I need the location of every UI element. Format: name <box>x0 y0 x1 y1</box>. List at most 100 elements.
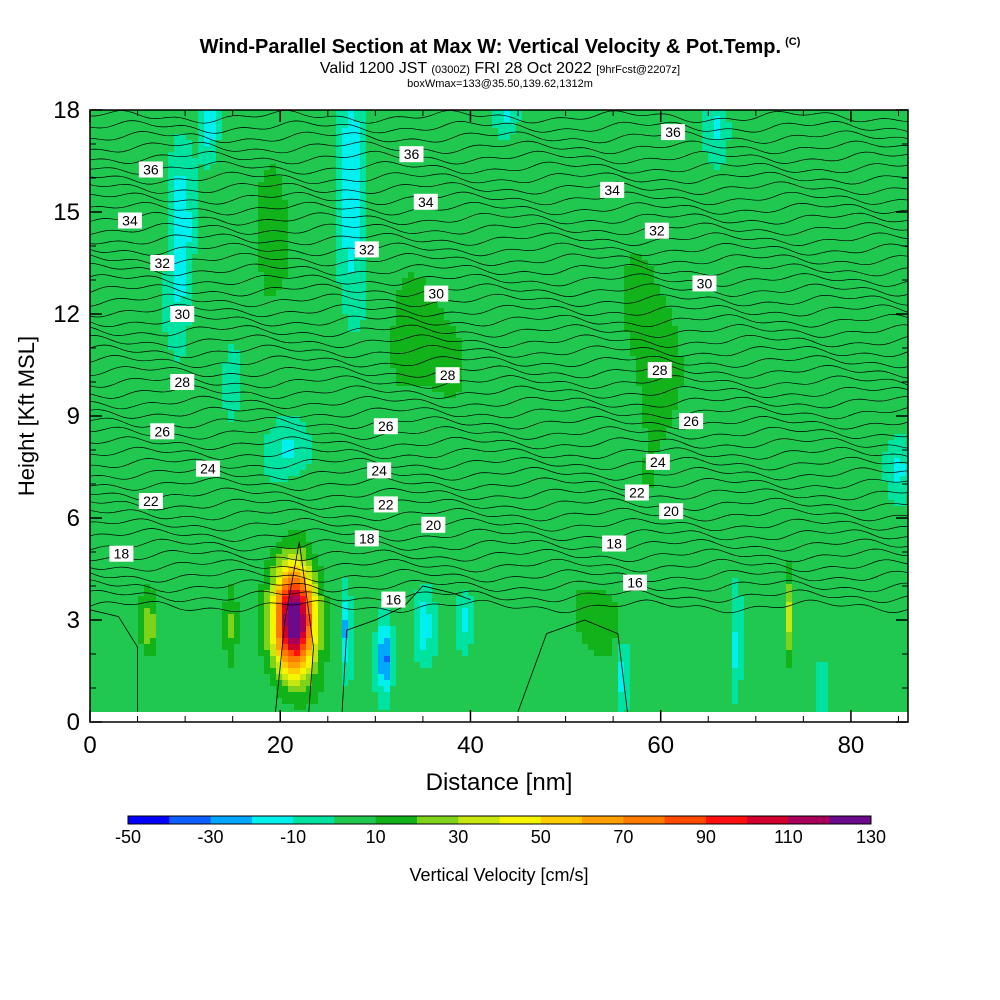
velocity-cell <box>510 254 516 260</box>
velocity-cell <box>174 218 180 224</box>
velocity-cell <box>780 200 786 206</box>
velocity-cell <box>498 254 504 260</box>
velocity-cell <box>210 296 216 302</box>
velocity-cell <box>456 200 462 206</box>
velocity-cell <box>426 236 432 242</box>
velocity-cell <box>528 152 534 158</box>
velocity-cell <box>396 278 402 284</box>
velocity-cell <box>348 230 354 236</box>
velocity-cell <box>90 338 96 344</box>
velocity-cell <box>612 224 618 230</box>
velocity-cell <box>192 134 198 140</box>
velocity-cell <box>576 230 582 236</box>
velocity-cell <box>846 188 852 194</box>
velocity-cell <box>888 296 894 302</box>
velocity-cell <box>660 326 666 332</box>
velocity-cell <box>798 314 804 320</box>
velocity-cell <box>750 224 756 230</box>
velocity-cell <box>588 116 594 122</box>
velocity-cell <box>438 242 444 248</box>
velocity-cell <box>216 212 222 218</box>
velocity-cell <box>126 326 132 332</box>
velocity-cell <box>330 188 336 194</box>
velocity-cell <box>882 236 888 242</box>
velocity-cell <box>678 236 684 242</box>
velocity-cell <box>774 314 780 320</box>
velocity-cell <box>504 158 510 164</box>
velocity-cell <box>546 254 552 260</box>
velocity-cell <box>528 176 534 182</box>
velocity-cell <box>126 164 132 170</box>
velocity-cell <box>456 236 462 242</box>
velocity-cell <box>612 254 618 260</box>
velocity-cell <box>366 296 372 302</box>
velocity-cell <box>516 128 522 134</box>
velocity-cell <box>312 206 318 212</box>
velocity-cell <box>438 206 444 212</box>
velocity-cell <box>498 260 504 266</box>
velocity-cell <box>708 260 714 266</box>
velocity-cell <box>870 224 876 230</box>
velocity-cell <box>846 272 852 278</box>
velocity-cell <box>864 296 870 302</box>
velocity-cell <box>198 200 204 206</box>
velocity-cell <box>552 290 558 296</box>
velocity-cell <box>330 296 336 302</box>
velocity-cell <box>390 272 396 278</box>
velocity-cell <box>138 182 144 188</box>
velocity-cell <box>276 254 282 260</box>
velocity-cell <box>330 320 336 326</box>
velocity-cell <box>114 314 120 320</box>
velocity-cell <box>636 188 642 194</box>
velocity-cell <box>150 230 156 236</box>
velocity-cell <box>876 236 882 242</box>
velocity-cell <box>600 218 606 224</box>
velocity-cell <box>138 290 144 296</box>
velocity-cell <box>846 182 852 188</box>
velocity-cell <box>762 260 768 266</box>
velocity-cell <box>690 146 696 152</box>
velocity-cell <box>690 326 696 332</box>
velocity-cell <box>306 158 312 164</box>
velocity-cell <box>120 296 126 302</box>
velocity-cell <box>204 308 210 314</box>
velocity-cell <box>750 158 756 164</box>
velocity-cell <box>210 236 216 242</box>
velocity-cell <box>576 164 582 170</box>
velocity-cell <box>96 278 102 284</box>
velocity-cell <box>426 332 432 338</box>
velocity-cell <box>288 290 294 296</box>
velocity-cell <box>414 128 420 134</box>
velocity-cell <box>660 158 666 164</box>
velocity-cell <box>534 302 540 308</box>
velocity-cell <box>444 224 450 230</box>
velocity-cell <box>378 266 384 272</box>
velocity-cell <box>132 272 138 278</box>
velocity-cell <box>228 278 234 284</box>
velocity-cell <box>816 194 822 200</box>
velocity-cell <box>786 140 792 146</box>
velocity-cell <box>474 314 480 320</box>
velocity-cell <box>702 308 708 314</box>
velocity-cell <box>852 152 858 158</box>
velocity-cell <box>282 278 288 284</box>
velocity-cell <box>762 158 768 164</box>
velocity-cell <box>780 248 786 254</box>
velocity-cell <box>114 242 120 248</box>
velocity-cell <box>504 116 510 122</box>
velocity-cell <box>516 134 522 140</box>
velocity-cell <box>510 308 516 314</box>
velocity-cell <box>264 302 270 308</box>
velocity-cell <box>660 170 666 176</box>
velocity-cell <box>564 332 570 338</box>
velocity-cell <box>264 176 270 182</box>
velocity-cell <box>684 332 690 338</box>
velocity-cell <box>612 116 618 122</box>
velocity-cell <box>198 254 204 260</box>
velocity-cell <box>834 284 840 290</box>
velocity-cell <box>192 128 198 134</box>
velocity-cell <box>858 122 864 128</box>
velocity-cell <box>576 248 582 254</box>
velocity-cell <box>402 200 408 206</box>
velocity-cell <box>570 146 576 152</box>
